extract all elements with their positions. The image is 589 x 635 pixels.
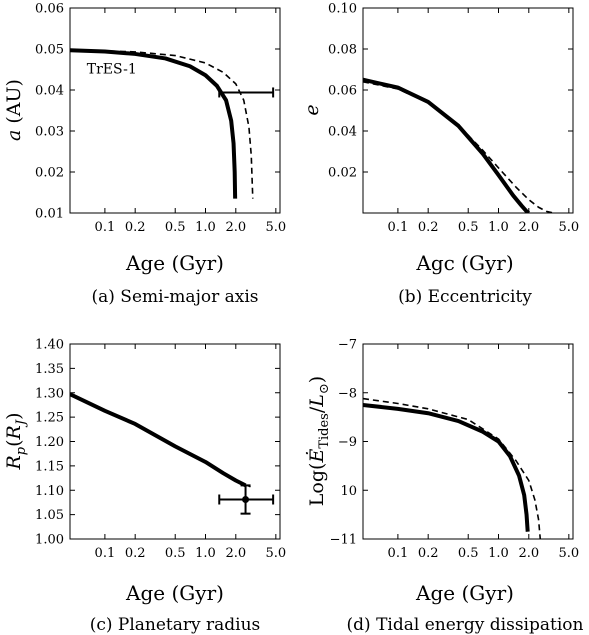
chart-panel-d: 0.1 0.2 0.5 1.0 2.0 5.0 −11 10 −9 −8 −7 Age (Gyr) Lo…	[305, 338, 584, 635]
y-tick-label: 0.06	[35, 2, 64, 17]
y-tick-label: 0.06	[328, 84, 357, 99]
chart-panel-c: 0.1 0.2 0.5 1.0 2.0 5.0 1.00 1.05 1.10 1.15 1.20 1.…	[3, 338, 286, 635]
x-tick-label: 0.1	[388, 546, 409, 561]
y-tick-label: −7	[338, 338, 357, 353]
y-tick-label: 1.30	[35, 386, 64, 401]
x-tick-label: 1.0	[195, 546, 216, 561]
series-line-solid	[363, 402, 530, 532]
panel-caption: (d) Tidal energy dissipation	[347, 615, 584, 635]
x-tick-label: 0.5	[165, 546, 186, 561]
series-line-dashed	[70, 49, 254, 199]
y-tick-label: 1.20	[35, 435, 64, 450]
series-line-solid	[70, 392, 247, 488]
x-tick-label: 0.2	[125, 546, 146, 561]
y-axis-label: Rp(RJ)	[3, 412, 29, 470]
panel-caption: (a) Semi-major axis	[92, 287, 259, 307]
x-tick-label: 2.0	[518, 546, 539, 561]
y-axis-label-paren: (	[3, 439, 25, 446]
y-axis-label-unit: (AU)	[3, 79, 25, 130]
panel-caption: (c) Planetary radius	[90, 615, 261, 635]
x-tick-label: 0.5	[458, 546, 479, 561]
x-tick-label: 5.0	[558, 546, 579, 561]
y-axis-label-unit-subscript: J	[14, 419, 29, 428]
x-tick-label: 5.0	[558, 220, 579, 235]
x-axis-label: Agc (Gyr)	[415, 251, 513, 275]
y-axis-label-slash: /	[306, 406, 328, 413]
y-tick-label: 0.08	[328, 43, 357, 58]
y-axis-label-unit: L	[306, 394, 328, 408]
y-tick-label: 0.04	[35, 84, 64, 99]
y-axis-label-subscript: p	[14, 446, 29, 455]
y-axis-label-symbol: a	[3, 130, 25, 141]
plot-frame	[69, 343, 281, 540]
y-axis-label: e	[301, 104, 323, 115]
y-tick-label: 0.03	[35, 125, 64, 140]
y-tick-label: −11	[330, 533, 357, 548]
x-axis-label: Age (Gyr)	[125, 581, 224, 605]
y-tick-label: 1.35	[35, 362, 64, 377]
x-tick-label: 0.5	[165, 220, 186, 235]
annotation-label: TrES-1	[87, 62, 137, 78]
x-tick-label: 0.2	[125, 220, 146, 235]
x-tick-label: 1.0	[195, 220, 216, 235]
y-tick-label: 1.40	[35, 338, 64, 353]
x-tick-label: 5.0	[265, 220, 286, 235]
y-tick-label: 0.02	[328, 166, 357, 181]
chart-panel-b: 0.1 0.2 0.5 1.0 2.0 5.0 0.02 0.04 0.06 0.08 0.10 Ag…	[301, 2, 579, 308]
y-tick-label: 0.01	[35, 207, 64, 222]
y-tick-label: 1.05	[35, 508, 64, 523]
y-tick-label: 0.04	[328, 125, 357, 140]
y-tick-label: 1.00	[35, 533, 64, 548]
series-line-dashed	[363, 81, 554, 213]
series-line-dashed	[70, 393, 251, 488]
x-tick-label: 2.0	[518, 220, 539, 235]
x-tick-label: 2.0	[225, 546, 246, 561]
y-tick-label: 1.25	[35, 411, 64, 426]
y-tick-label: 10	[340, 484, 357, 499]
x-tick-label: 0.1	[95, 546, 116, 561]
series-line-dashed	[363, 397, 542, 539]
x-tick-label: 2.0	[225, 220, 246, 235]
x-tick-label: 1.0	[488, 546, 509, 561]
x-tick-label: 0.1	[388, 220, 409, 235]
error-bar-point	[242, 496, 250, 504]
series-line-solid	[363, 77, 530, 213]
y-axis-label: Log(ĖTides/L⊙)	[305, 376, 332, 506]
x-tick-label: 1.0	[488, 220, 509, 235]
x-tick-label: 0.5	[458, 220, 479, 235]
plot-frame	[362, 343, 574, 540]
y-tick-label: 1.15	[35, 459, 64, 474]
panel-caption: (b) Eccentricity	[398, 287, 532, 307]
x-tick-label: 0.2	[418, 220, 439, 235]
y-axis-label-unit-subscript: ⊙	[317, 383, 332, 394]
y-tick-label: 1.10	[35, 484, 64, 499]
series-line-solid	[70, 48, 238, 199]
y-axis-label-symbol: Ė	[305, 449, 328, 464]
chart-panel-a: 0.1 0.2 0.5 1.0 2.0 5.0 0.01 0.02 0.03 0.04 0.05 0.…	[3, 2, 286, 308]
y-tick-label: 0.05	[35, 43, 64, 58]
y-tick-label: 0.02	[35, 166, 64, 181]
plot-frame	[362, 7, 574, 214]
x-axis-label: Age (Gyr)	[415, 581, 514, 605]
y-axis-label-log: Log(	[306, 463, 328, 507]
y-tick-label: −9	[338, 435, 357, 450]
y-axis-label-paren-close: )	[3, 412, 25, 419]
plot-frame	[69, 7, 281, 214]
y-axis-label-paren-close: )	[306, 376, 328, 383]
y-axis-label-subscript: Tides	[317, 413, 332, 449]
y-axis-label-unit: R	[3, 425, 25, 440]
x-tick-label: 0.1	[95, 220, 116, 235]
y-axis-label-symbol: R	[3, 455, 25, 470]
x-axis-label: Age (Gyr)	[125, 251, 224, 275]
x-tick-label: 0.2	[418, 546, 439, 561]
y-tick-label: 0.10	[328, 2, 357, 17]
y-axis-label: a (AU)	[3, 79, 25, 141]
y-tick-label: −8	[338, 386, 357, 401]
x-tick-label: 5.0	[265, 546, 286, 561]
